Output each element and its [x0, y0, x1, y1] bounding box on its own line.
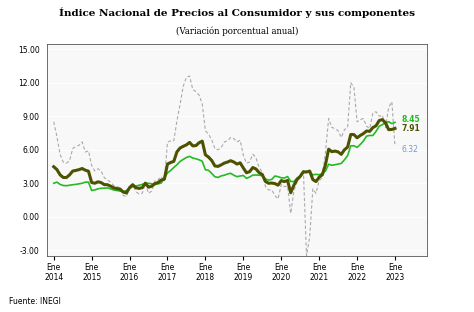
Text: Fuente: INEGI: Fuente: INEGI: [9, 297, 61, 306]
Text: Índice Nacional de Precios al Consumidor y sus componentes: Índice Nacional de Precios al Consumidor…: [59, 8, 415, 18]
Text: 7.91: 7.91: [401, 124, 420, 133]
Text: (Variación porcentual anual): (Variación porcentual anual): [176, 27, 298, 36]
Text: 8.45: 8.45: [401, 115, 420, 124]
Text: 6.32: 6.32: [401, 145, 418, 154]
